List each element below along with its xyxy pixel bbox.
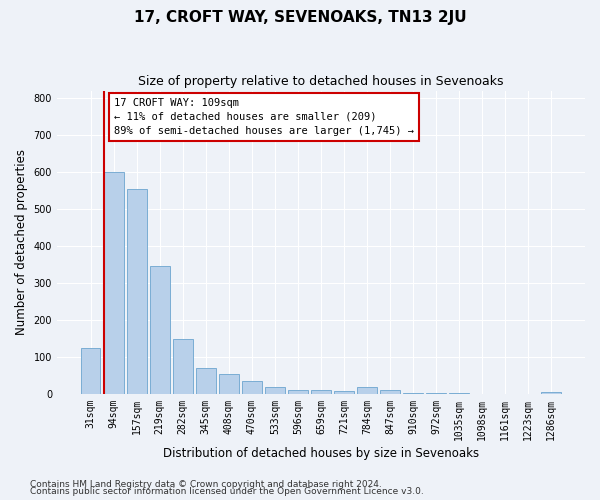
Bar [288, 390, 308, 394]
Bar [426, 393, 446, 394]
Text: Contains HM Land Registry data © Crown copyright and database right 2024.: Contains HM Land Registry data © Crown c… [30, 480, 382, 489]
Bar [196, 368, 215, 394]
Bar [357, 386, 377, 394]
Text: Contains public sector information licensed under the Open Government Licence v3: Contains public sector information licen… [30, 487, 424, 496]
X-axis label: Distribution of detached houses by size in Sevenoaks: Distribution of detached houses by size … [163, 447, 479, 460]
Bar [127, 188, 146, 394]
Bar [403, 392, 423, 394]
Bar [173, 338, 193, 394]
Bar [81, 348, 100, 394]
Bar [219, 374, 239, 394]
Y-axis label: Number of detached properties: Number of detached properties [15, 150, 28, 336]
Title: Size of property relative to detached houses in Sevenoaks: Size of property relative to detached ho… [138, 75, 504, 88]
Bar [334, 392, 354, 394]
Text: 17 CROFT WAY: 109sqm
← 11% of detached houses are smaller (209)
89% of semi-deta: 17 CROFT WAY: 109sqm ← 11% of detached h… [114, 98, 414, 136]
Bar [242, 381, 262, 394]
Bar [541, 392, 561, 394]
Bar [104, 172, 124, 394]
Text: 17, CROFT WAY, SEVENOAKS, TN13 2JU: 17, CROFT WAY, SEVENOAKS, TN13 2JU [134, 10, 466, 25]
Bar [311, 390, 331, 394]
Bar [265, 388, 284, 394]
Bar [150, 266, 170, 394]
Bar [380, 390, 400, 394]
